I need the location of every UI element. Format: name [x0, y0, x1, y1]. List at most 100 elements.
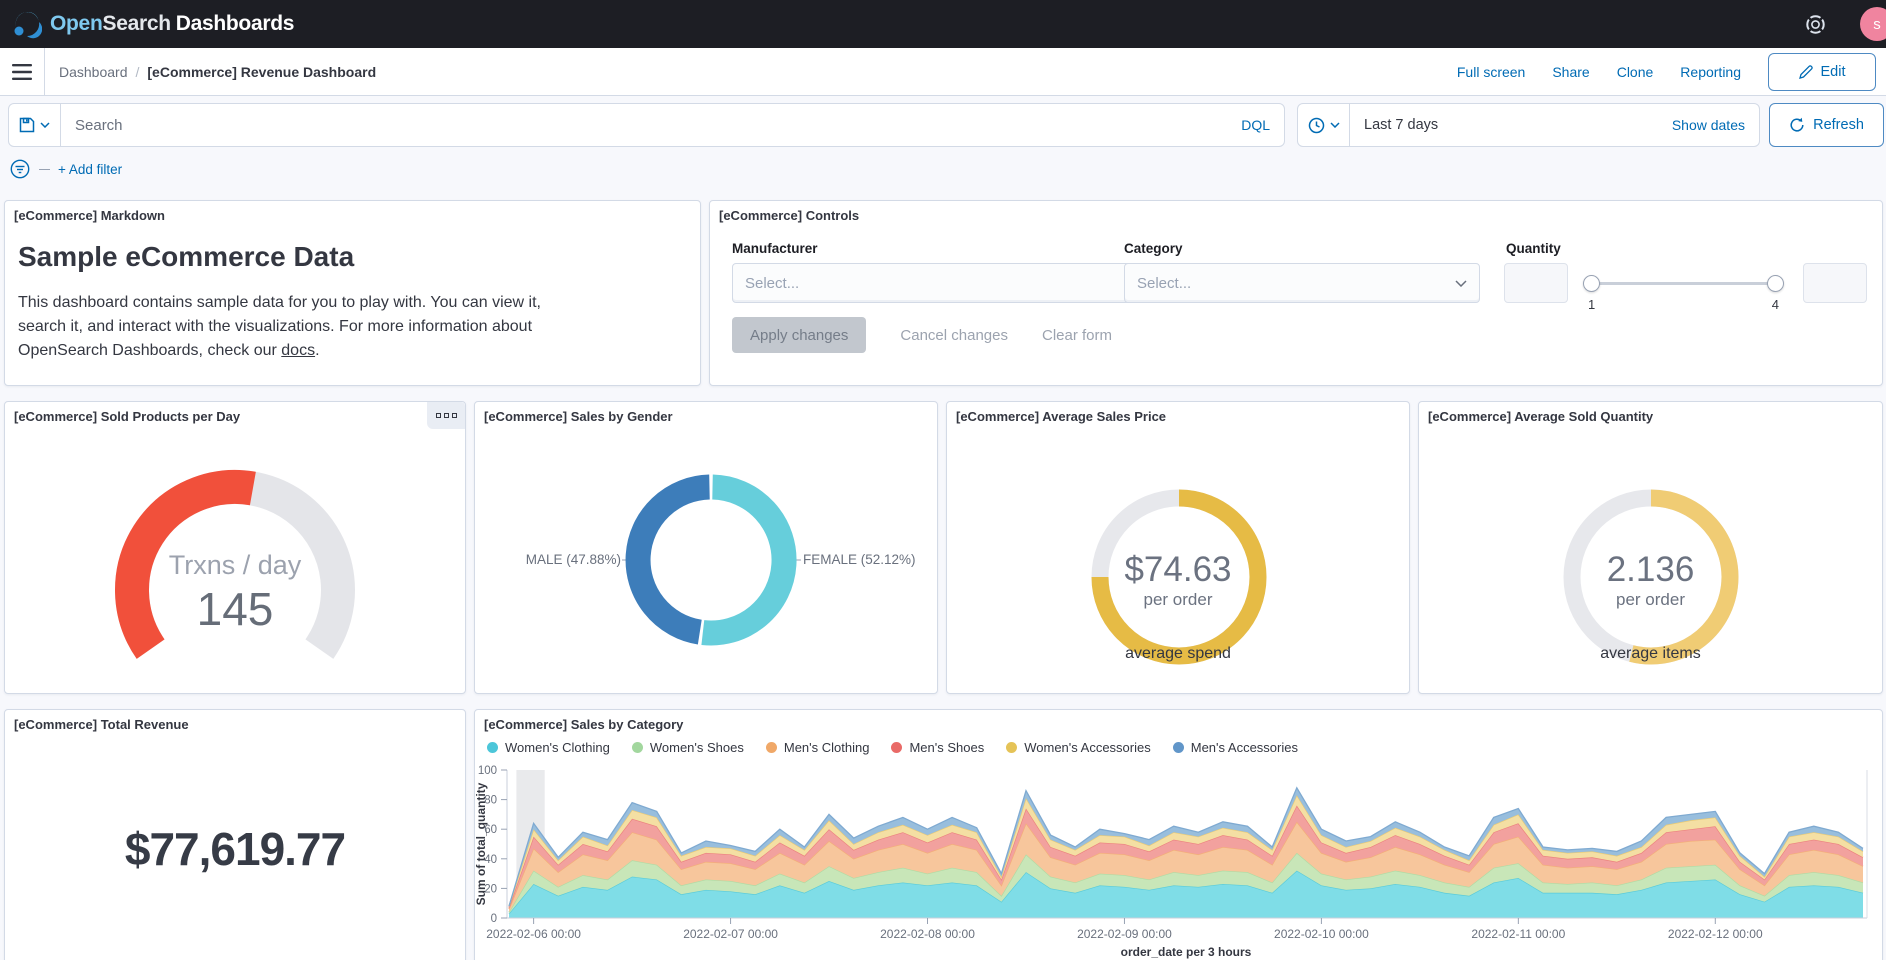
clock-icon	[1308, 117, 1324, 133]
reporting-link[interactable]: Reporting	[1680, 63, 1741, 80]
clone-link[interactable]: Clone	[1616, 63, 1654, 80]
category-label: Category	[1124, 241, 1183, 256]
top-header-bar: OpenSearch Dashboards s	[0, 0, 1886, 48]
total-revenue-value: $77,619.77	[124, 823, 346, 875]
time-range-value[interactable]: Last 7 days	[1364, 117, 1439, 133]
svg-text:2022-02-09 00:00: 2022-02-09 00:00	[1077, 927, 1172, 941]
svg-text:2022-02-11 00:00: 2022-02-11 00:00	[1471, 927, 1565, 941]
average-price-sub: per order	[1143, 590, 1213, 609]
panel-title[interactable]: [eCommerce] Sales by Gender	[484, 409, 673, 424]
slider-min-label: 1	[1588, 297, 1596, 312]
legend-item[interactable]: Men's Clothing	[765, 740, 869, 755]
logo-wordmark: OpenSearch Dashboards	[50, 12, 295, 35]
full-screen-link[interactable]: Full screen	[1456, 63, 1526, 80]
search-input[interactable]	[61, 116, 1228, 134]
main-menu-button[interactable]	[0, 48, 44, 96]
gender-donut-chart	[622, 474, 801, 646]
panel-title[interactable]: [eCommerce] Markdown	[14, 208, 165, 223]
query-bar-row: DQL Last 7 days Show dates Refresh	[0, 96, 1886, 152]
filter-divider	[39, 168, 50, 170]
svg-text:2022-02-07 00:00: 2022-02-07 00:00	[683, 927, 778, 941]
svg-text:2022-02-08 00:00: 2022-02-08 00:00	[880, 927, 975, 941]
legend-item[interactable]: Women's Shoes	[631, 740, 744, 755]
quantity-label: Quantity	[1506, 241, 1561, 256]
male-slice-label: MALE (47.88%)	[525, 552, 621, 567]
filter-bar: + Add filter	[0, 152, 1886, 186]
svg-text:60: 60	[484, 824, 497, 836]
legend-item[interactable]: Men's Shoes	[891, 740, 984, 755]
category-legend: Women's Clothing Women's Shoes Men's Cloth…	[487, 740, 1298, 755]
quantity-min-input[interactable]	[1504, 263, 1568, 303]
legend-dot-icon	[631, 742, 643, 753]
slider-handle-max[interactable]	[1767, 275, 1784, 292]
panel-sales-by-gender: [eCommerce] Sales by Gender MALE (47.88%…	[474, 401, 938, 694]
divider	[44, 47, 45, 96]
opensearch-logo[interactable]: OpenSearch Dashboards	[12, 9, 294, 39]
manufacturer-placeholder: Select...	[745, 274, 800, 292]
panel-title[interactable]: [eCommerce] Controls	[719, 208, 860, 223]
legend-item[interactable]: Women's Accessories	[1006, 740, 1151, 755]
panel-markdown: [eCommerce] Markdown Sample eCommerce Da…	[4, 200, 701, 386]
filter-icon[interactable]	[10, 159, 30, 179]
markdown-text: This dashboard contains sample data for …	[18, 294, 541, 359]
docs-link[interactable]: docs	[281, 342, 316, 359]
panel-sales-by-category: [eCommerce] Sales by Category Women's Cl…	[474, 709, 1883, 960]
legend-label: Women's Accessories	[1024, 740, 1151, 755]
help-menu-button[interactable]	[1798, 7, 1832, 41]
panel-total-revenue: [eCommerce] Total Revenue $77,619.77	[4, 709, 466, 960]
share-link[interactable]: Share	[1552, 63, 1590, 80]
panel-title[interactable]: [eCommerce] Sold Products per Day	[14, 409, 241, 424]
average-quantity-value: 2.136	[1606, 550, 1695, 589]
breadcrumb-dashboard-link[interactable]: Dashboard	[59, 63, 128, 80]
panel-title[interactable]: [eCommerce] Total Revenue	[14, 717, 189, 732]
area-chart-svg: 0 20 40 60 80 100 2022-02-06 00:00 2022-02-07 0…	[475, 765, 1868, 959]
dql-language-switcher[interactable]: DQL	[1241, 117, 1270, 133]
svg-text:100: 100	[478, 765, 497, 777]
legend-label: Men's Shoes	[909, 740, 985, 755]
edit-button[interactable]: Edit	[1768, 52, 1876, 91]
saved-queries-button[interactable]	[9, 104, 61, 146]
average-quantity-sub: per order	[1616, 590, 1685, 609]
legend-item[interactable]: Men's Accessories	[1172, 740, 1298, 755]
panel-average-sold-quantity: [eCommerce] Average Sold Quantity 2.136 …	[1418, 401, 1883, 694]
svg-text:2022-02-06 00:00: 2022-02-06 00:00	[486, 927, 581, 941]
clear-form-button[interactable]: Clear form	[1041, 326, 1112, 344]
add-filter-button[interactable]: + Add filter	[58, 161, 123, 177]
legend-dot-icon	[765, 742, 777, 753]
cancel-changes-button[interactable]: Cancel changes	[900, 326, 1008, 344]
apply-changes-button[interactable]: Apply changes	[732, 317, 867, 353]
markdown-body: This dashboard contains sample data for …	[18, 291, 590, 363]
category-placeholder: Select...	[1137, 274, 1192, 292]
svg-text:80: 80	[484, 795, 497, 807]
sales-by-category-chart: 0 20 40 60 80 100 2022-02-06 00:00 2022-02-07 0…	[475, 762, 1880, 960]
panel-title[interactable]: [eCommerce] Average Sales Price	[956, 409, 1167, 424]
panel-title[interactable]: [eCommerce] Sales by Category	[484, 717, 684, 732]
legend-dot-icon	[487, 742, 498, 753]
svg-text:0: 0	[491, 913, 497, 925]
refresh-button-label: Refresh	[1813, 117, 1864, 133]
refresh-icon	[1790, 117, 1804, 132]
legend-item[interactable]: Women's Clothing	[487, 740, 610, 755]
panel-options-button[interactable]	[427, 402, 465, 429]
refresh-button[interactable]: Refresh	[1769, 103, 1884, 147]
panel-title[interactable]: [eCommerce] Average Sold Quantity	[1428, 409, 1654, 424]
navigation-row: Dashboard / [eCommerce] Revenue Dashboar…	[0, 47, 1886, 96]
quantity-range-slider: 1 4	[1583, 263, 1784, 312]
panel-sold-products-per-day: [eCommerce] Sold Products per Day Trxns …	[4, 401, 466, 694]
svg-text:order_date per 3 hours: order_date per 3 hours	[1121, 945, 1252, 959]
quantity-max-input[interactable]	[1803, 263, 1867, 303]
panel-average-sales-price: [eCommerce] Average Sales Price $74.63 p…	[946, 401, 1410, 694]
markdown-text-end: .	[315, 342, 320, 359]
gauge-value: 145	[196, 583, 274, 635]
slider-handle-min[interactable]	[1583, 275, 1600, 292]
slider-track[interactable]	[1591, 282, 1776, 285]
category-select[interactable]: Select...	[1124, 263, 1480, 303]
quick-select-time-button[interactable]	[1298, 104, 1350, 146]
pencil-icon	[1798, 64, 1813, 79]
show-dates-button[interactable]: Show dates	[1671, 117, 1745, 133]
legend-label: Women's Shoes	[649, 740, 744, 755]
average-quantity-ring-gauge	[1563, 489, 1739, 665]
user-avatar[interactable]: s	[1860, 7, 1886, 41]
date-picker: Last 7 days Show dates	[1297, 103, 1760, 147]
